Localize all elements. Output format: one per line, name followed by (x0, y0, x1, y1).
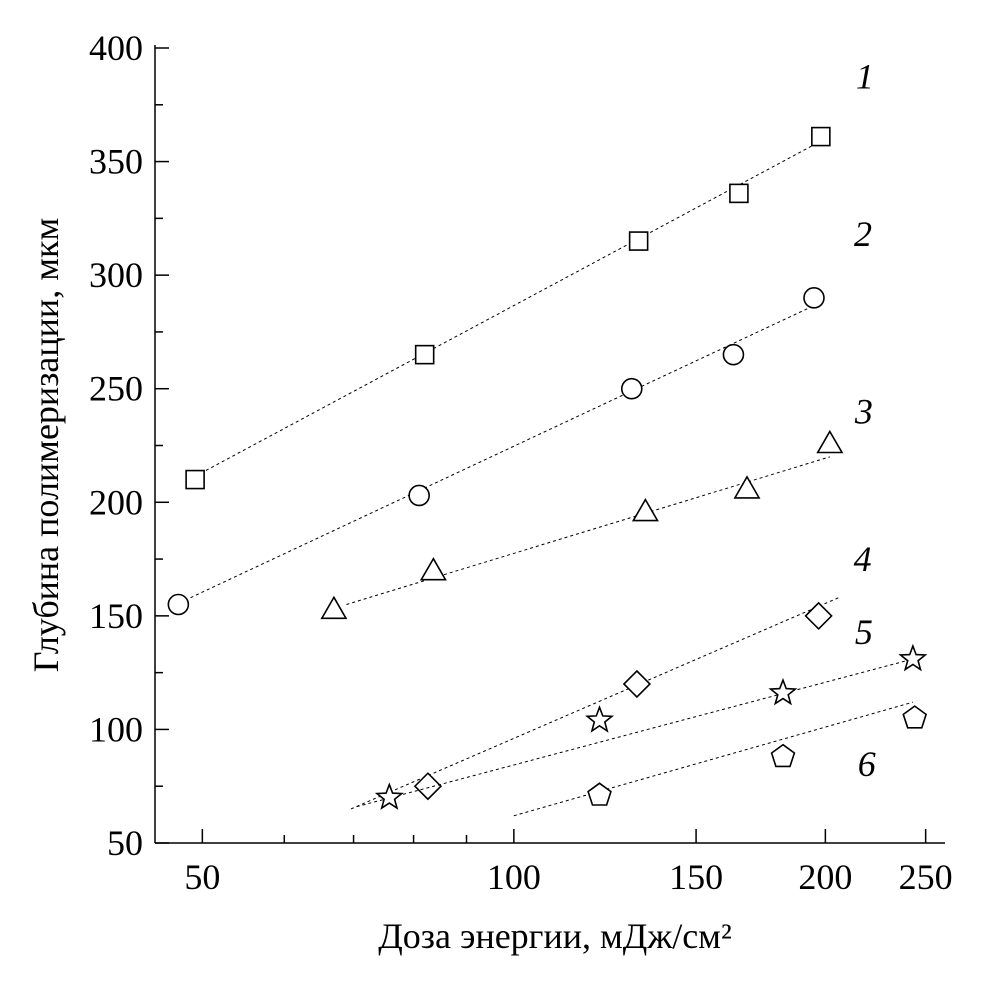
x-axis-title: Доза энергии, мДж/см² (378, 916, 732, 956)
x-tick-label: 250 (899, 857, 953, 897)
series-label: 4 (854, 539, 872, 579)
marker-circle (408, 484, 430, 507)
fit-line (346, 456, 830, 605)
y-axis-title: Глубина полимеризации, мкм (26, 218, 66, 673)
marker-triangle (419, 557, 447, 581)
marker-pentagon (902, 705, 928, 729)
marker-circle (167, 593, 190, 616)
marker-diamond (413, 772, 443, 801)
y-tick-label: 250 (89, 369, 143, 409)
marker-square (811, 126, 831, 147)
marker-triangle (733, 475, 761, 499)
fit-line (513, 701, 914, 817)
y-tick-label: 150 (89, 596, 143, 636)
y-tick-label: 300 (89, 255, 143, 295)
series-label: 6 (858, 744, 876, 784)
marker-triangle (631, 497, 659, 522)
marker-pentagon (587, 782, 612, 806)
series-label: 1 (856, 57, 874, 97)
fit-line (190, 301, 822, 599)
y-tick-label: 400 (89, 28, 143, 68)
series-label: 2 (854, 214, 872, 254)
marker-star (374, 782, 404, 810)
marker-triangle (816, 429, 844, 454)
marker-square (628, 231, 649, 251)
x-tick-label: 100 (487, 857, 541, 897)
marker-diamond (804, 601, 833, 631)
marker-star (898, 643, 928, 672)
marker-pentagon (770, 743, 796, 768)
x-tick-label: 50 (184, 857, 220, 897)
series-label: 3 (854, 392, 873, 432)
marker-circle (620, 377, 643, 400)
marker-triangle (320, 595, 348, 620)
y-tick-label: 200 (89, 482, 143, 522)
marker-star (768, 677, 798, 706)
y-tick-label: 50 (107, 823, 143, 863)
marker-square (729, 183, 749, 204)
marker-circle (803, 287, 825, 309)
x-tick-label: 200 (798, 857, 852, 897)
y-tick-label: 100 (89, 709, 143, 749)
fit-line (205, 140, 822, 471)
fit-line (350, 597, 839, 810)
marker-square (185, 469, 205, 490)
marker-circle (722, 343, 745, 366)
y-tick-label: 350 (89, 142, 143, 182)
marker-star (585, 705, 615, 733)
x-tick-label: 150 (669, 857, 723, 897)
marker-square (414, 344, 435, 365)
series-label: 5 (855, 612, 873, 652)
marker-diamond (622, 669, 652, 699)
